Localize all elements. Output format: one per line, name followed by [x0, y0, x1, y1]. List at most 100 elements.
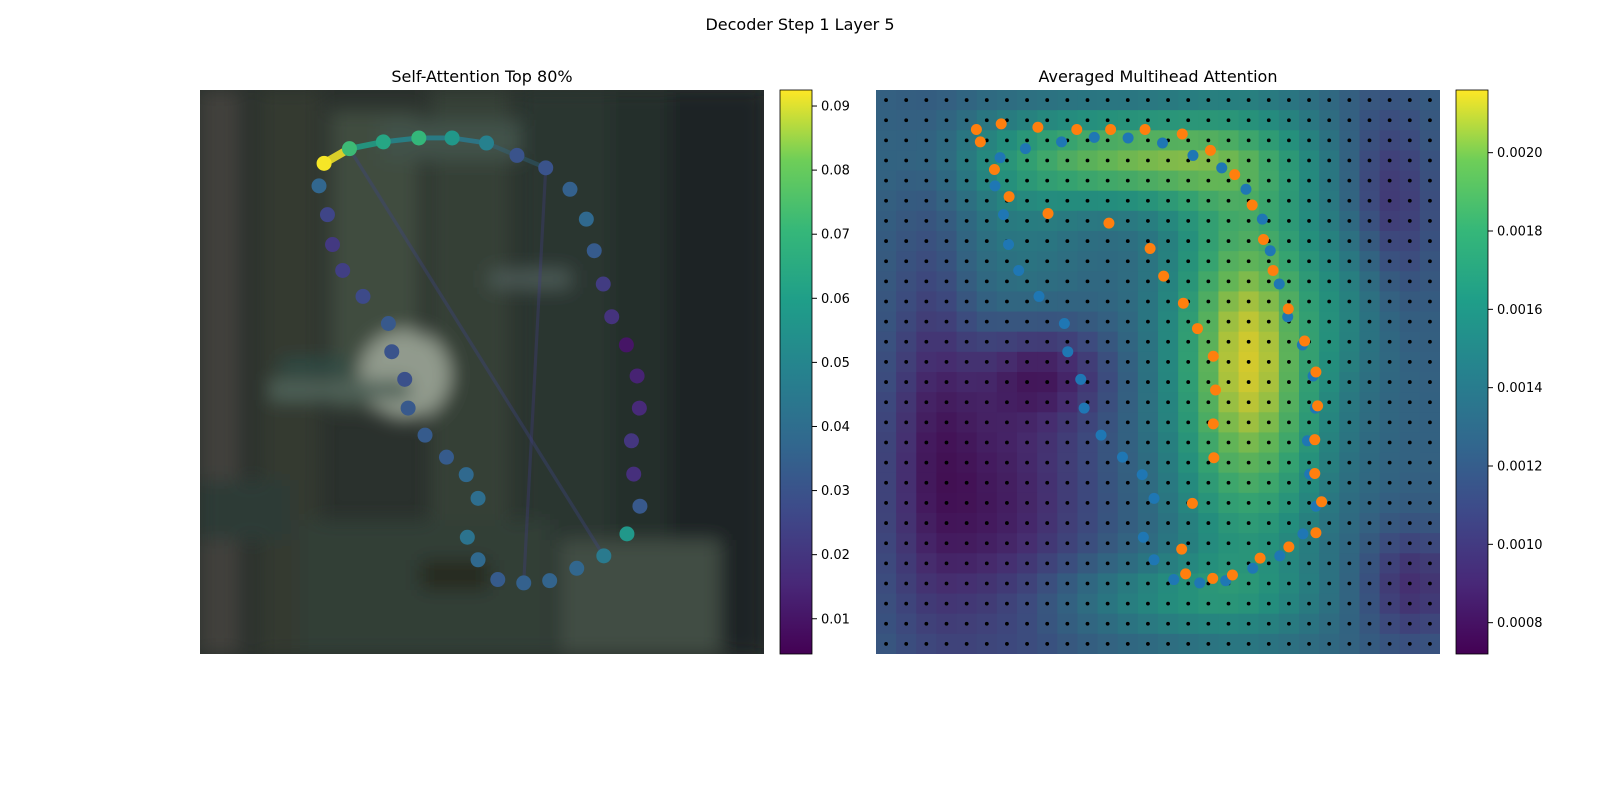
grid-dot	[1387, 178, 1392, 183]
attention-point	[578, 211, 594, 227]
keypoint-marker	[1042, 208, 1054, 220]
grid-dot	[1125, 279, 1130, 284]
grid-dot	[1246, 420, 1251, 425]
attention-point	[623, 433, 639, 449]
grid-dot	[1226, 319, 1231, 324]
grid-dot	[1367, 541, 1372, 546]
grid-dot	[884, 581, 888, 586]
grid-dot	[1005, 299, 1009, 304]
keypoint-marker	[1136, 469, 1148, 481]
grid-dot	[1407, 158, 1412, 163]
grid-dot	[1246, 259, 1251, 264]
grid-dot	[1085, 601, 1090, 606]
grid-dot	[904, 299, 909, 304]
keypoint-marker	[1176, 128, 1188, 140]
grid-dot	[1166, 420, 1170, 425]
grid-dot	[1428, 380, 1432, 384]
grid-dot	[1206, 601, 1211, 606]
grid-dot	[1005, 440, 1009, 445]
grid-dot	[1387, 400, 1392, 405]
grid-dot	[984, 299, 989, 304]
grid-dot	[1166, 319, 1170, 324]
grid-dot	[884, 561, 888, 566]
colorbar-tick-label: 0.09	[821, 100, 850, 115]
grid-dot	[1387, 501, 1392, 505]
attention-point	[538, 160, 554, 176]
grid-dot	[1146, 561, 1150, 566]
grid-dot	[1428, 642, 1432, 646]
grid-dot	[1146, 178, 1150, 183]
grid-dot	[1246, 339, 1251, 344]
grid-dot	[1045, 380, 1050, 384]
grid-dot	[924, 501, 929, 505]
grid-dot	[1206, 521, 1211, 525]
grid-dot	[1166, 480, 1170, 485]
grid-dot	[1125, 380, 1130, 384]
grid-dot	[944, 118, 949, 123]
keypoint-marker	[1240, 183, 1252, 195]
grid-dot	[884, 642, 888, 646]
colorbar-tick-label: 0.08	[821, 164, 850, 179]
grid-dot	[1387, 339, 1392, 344]
grid-dot	[1367, 601, 1372, 606]
grid-dot	[1226, 138, 1231, 143]
grid-dot	[1327, 360, 1332, 364]
grid-dot	[984, 480, 989, 485]
grid-dot	[964, 198, 969, 203]
colorbar-tick-label: 0.0012	[1497, 460, 1543, 475]
grid-dot	[1186, 158, 1191, 163]
grid-dot	[1266, 178, 1271, 183]
attention-point	[319, 207, 335, 223]
grid-dot	[944, 480, 949, 485]
grid-dot	[1407, 239, 1412, 243]
grid-dot	[1045, 521, 1050, 525]
multihead-attention-title: Averaged Multihead Attention	[1039, 67, 1278, 86]
grid-dot	[924, 400, 929, 405]
grid-dot	[1186, 521, 1191, 525]
grid-dot	[1347, 541, 1352, 546]
grid-dot	[1125, 360, 1130, 364]
keypoint-marker	[1194, 577, 1206, 589]
grid-dot	[1005, 581, 1009, 586]
background-photo	[200, 90, 764, 654]
grid-dot	[1186, 178, 1191, 183]
grid-dot	[1125, 642, 1130, 646]
grid-dot	[884, 400, 888, 405]
grid-dot	[924, 239, 929, 243]
grid-dot	[1226, 339, 1231, 344]
grid-dot	[1327, 118, 1332, 123]
grid-dot	[1407, 601, 1412, 606]
grid-dot	[1407, 420, 1412, 425]
grid-dot	[1025, 501, 1029, 505]
attention-point	[355, 288, 371, 304]
grid-dot	[924, 621, 929, 626]
grid-dot	[1146, 642, 1150, 646]
attention-point	[444, 130, 460, 146]
grid-dot	[884, 621, 888, 626]
grid-dot	[984, 460, 989, 465]
grid-dot	[1085, 501, 1090, 505]
grid-dot	[1125, 561, 1130, 566]
grid-dot	[1005, 561, 1009, 566]
grid-dot	[1246, 118, 1251, 123]
grid-dot	[944, 521, 949, 525]
grid-dot	[1065, 420, 1070, 425]
grid-dot	[1206, 98, 1211, 102]
grid-dot	[984, 581, 989, 586]
grid-dot	[1045, 601, 1050, 606]
grid-dot	[1065, 501, 1070, 505]
grid-dot	[1347, 621, 1352, 626]
grid-dot	[1065, 581, 1070, 586]
grid-dot	[1085, 279, 1090, 284]
grid-dot	[1226, 400, 1231, 405]
grid-dot	[1105, 299, 1110, 304]
grid-dot	[1005, 98, 1009, 102]
grid-dot	[1327, 581, 1332, 586]
grid-dot	[1266, 642, 1271, 646]
grid-dot	[1367, 239, 1372, 243]
grid-dot	[1105, 198, 1110, 203]
grid-dot	[1307, 98, 1311, 102]
grid-dot	[1226, 642, 1231, 646]
grid-dot	[944, 360, 949, 364]
grid-dot	[1186, 601, 1191, 606]
